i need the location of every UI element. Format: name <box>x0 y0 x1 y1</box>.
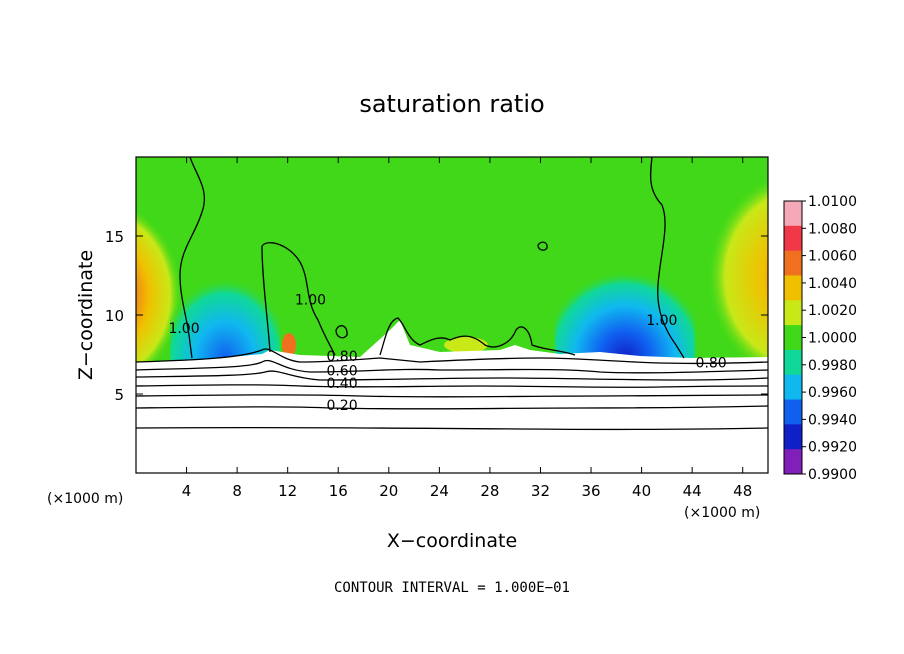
colorbar-level-label: 0.9980 <box>808 358 857 374</box>
colorbar-swatch <box>784 325 802 351</box>
x-tick-label: 16 <box>329 482 348 500</box>
contour-lines <box>136 157 768 431</box>
colorbar-level-label: 0.9920 <box>808 440 857 456</box>
contour-label: 0.40 <box>326 376 357 392</box>
contour-labels: 1.001.001.000.800.600.400.200.80 <box>168 292 727 414</box>
x-tick-label: 36 <box>581 482 600 500</box>
colorbar-level-label: 1.0100 <box>808 194 857 210</box>
colorbar-level-label: 1.0060 <box>808 249 857 265</box>
contour-label: 0.20 <box>326 398 357 414</box>
colorbar-level-label: 1.0020 <box>808 303 857 319</box>
contour-line-0.30 <box>136 394 768 398</box>
x-tick-label: 44 <box>683 482 702 500</box>
contour-line-small-loop-2 <box>335 325 348 339</box>
contour-line-small-loop <box>537 241 548 251</box>
colorbar-swatch <box>784 225 802 252</box>
contour-line-1.00-mid <box>261 242 336 356</box>
y-tick-label: 10 <box>105 307 124 325</box>
y-tick-label: 5 <box>114 386 124 404</box>
contour-line-0.50 <box>136 370 768 381</box>
x-tick-label: 32 <box>531 482 550 500</box>
contour-label: 1.00 <box>168 321 199 337</box>
colorbar-level-label: 0.9900 <box>808 467 857 483</box>
x-unit-right: (×1000 m) <box>684 505 760 521</box>
x-axis: 4 8 12 16 20 24 28 32 36 40 44 48 <box>182 157 752 500</box>
yellow-patch-27km <box>444 337 488 353</box>
colorbar-swatch <box>784 349 802 376</box>
colorbar: 1.0100 1.0080 1.0060 1.0040 1.0020 1.0000 0.99… <box>783 194 857 483</box>
contour-line-1.00-right <box>649 157 685 359</box>
contour-line-0.80 <box>136 348 768 365</box>
y-tick-label: 15 <box>105 228 124 246</box>
colorbar-swatch <box>784 300 802 326</box>
colorbar-swatch <box>784 250 802 276</box>
colorbar-level-label: 1.0000 <box>808 331 857 347</box>
y-axis-label: Z−coordinate <box>75 250 97 380</box>
warm-spot-12km <box>282 333 296 357</box>
colorbar-swatch <box>784 201 802 227</box>
x-tick-label: 8 <box>232 482 242 500</box>
contour-label: 0.80 <box>326 349 357 365</box>
contour-label: 1.00 <box>646 313 677 329</box>
colorbar-swatch <box>784 424 802 450</box>
contour-line-0.20 <box>136 405 768 410</box>
cold-region-right <box>555 220 695 365</box>
colorbar-swatch <box>784 275 802 301</box>
y-axis: 5 10 15 <box>105 228 768 404</box>
x-tick-label: 48 <box>733 482 752 500</box>
colorbar-level-label: 1.0080 <box>808 221 857 237</box>
contour-line-0.60 <box>136 359 768 374</box>
colorbar-level-label: 0.9940 <box>808 412 857 428</box>
contour-label: 0.60 <box>326 363 357 379</box>
contour-line-cloud-top <box>379 317 576 356</box>
contour-line-0.40 <box>136 384 768 388</box>
colorbar-swatch <box>784 399 802 425</box>
contour-label: 1.00 <box>295 292 326 308</box>
colorbar-level-label: 0.9960 <box>808 385 857 401</box>
colorbar-swatch <box>784 374 802 401</box>
colorbar-level-label: 1.0040 <box>808 276 857 292</box>
contour-line-0.10 <box>136 426 768 431</box>
x-tick-label: 12 <box>278 482 297 500</box>
colorbar-swatch <box>784 449 802 475</box>
x-tick-label: 20 <box>379 482 398 500</box>
footer-contour-interval: CONTOUR INTERVAL = 1.000E−01 <box>334 580 570 596</box>
x-tick-label: 4 <box>182 482 192 500</box>
contour-label: 0.80 <box>696 356 727 372</box>
contour-line-1.00-left <box>179 157 205 359</box>
x-axis-label: X−coordinate <box>387 530 517 552</box>
x-tick-label: 40 <box>632 482 651 500</box>
x-tick-label: 28 <box>480 482 499 500</box>
x-tick-label: 24 <box>430 482 449 500</box>
chart-title: saturation ratio <box>359 90 544 118</box>
x-unit-left: (×1000 m) <box>47 491 123 507</box>
heatmap-field <box>136 157 768 473</box>
cold-region-left <box>170 230 280 365</box>
